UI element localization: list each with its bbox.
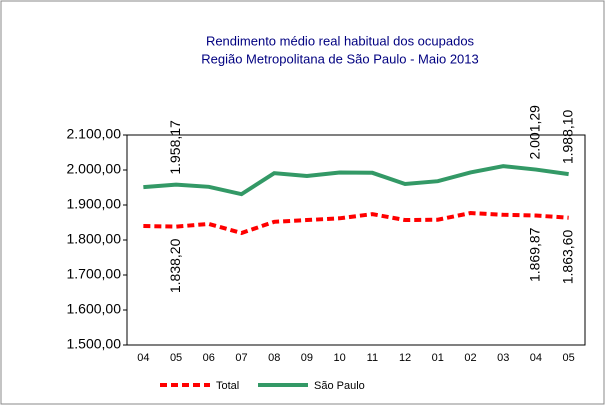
y-tick-label: 2.000,00 (67, 161, 122, 177)
y-tick-label: 1.700,00 (67, 266, 122, 282)
x-tick-label: 01 (432, 352, 444, 364)
series-line (143, 211, 569, 236)
x-tick-label: 10 (334, 352, 346, 364)
x-tick-label: 04 (137, 352, 149, 364)
x-tick-label: 04 (530, 352, 542, 364)
legend-label: Total (216, 380, 239, 392)
y-tick-label: 1.900,00 (67, 196, 122, 212)
data-label: 1.863,60 (559, 230, 575, 285)
x-tick-label: 07 (235, 352, 247, 364)
x-tick-label: 08 (268, 352, 280, 364)
data-label: 1.958,17 (167, 120, 183, 175)
series-line (143, 164, 569, 197)
x-tick-label: 06 (203, 352, 215, 364)
y-tick-label: 2.100,00 (67, 126, 122, 142)
y-tick-label: 1.600,00 (67, 301, 122, 317)
x-tick-label: 12 (399, 352, 411, 364)
chart-subtitle: Região Metropolitana de São Paulo - Maio… (201, 51, 479, 66)
data-label: 2.001,29 (527, 105, 543, 160)
y-tick-label: 1.500,00 (67, 336, 122, 352)
x-tick-label: 09 (301, 352, 313, 364)
x-tick-label: 03 (497, 352, 509, 364)
x-tick-label: 05 (170, 352, 182, 364)
data-label: 1.869,87 (527, 227, 543, 282)
x-tick-label: 11 (367, 352, 378, 364)
data-label: 1.838,20 (167, 238, 183, 293)
y-tick-label: 1.800,00 (67, 231, 122, 247)
x-tick-label: 02 (464, 352, 476, 364)
legend-label: São Paulo (314, 380, 365, 392)
x-tick-label: 05 (563, 352, 575, 364)
data-label: 1.988,10 (559, 109, 575, 164)
chart-title: Rendimento médio real habitual dos ocupa… (206, 33, 475, 48)
